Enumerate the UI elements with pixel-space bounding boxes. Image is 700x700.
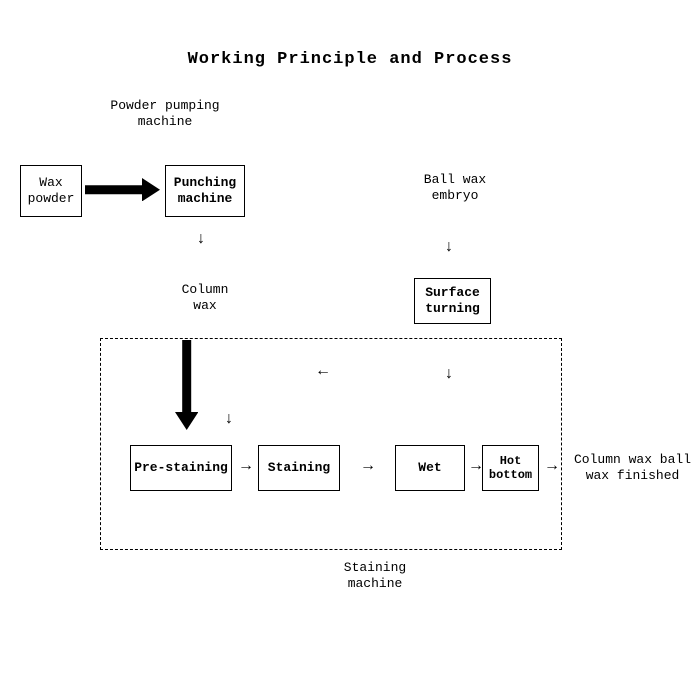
arrow-surface-down: ↓	[445, 365, 453, 383]
node-pre-staining: Pre-staining	[130, 445, 232, 491]
arrow-stain-to-wet: →	[360, 457, 376, 475]
arrow-hot-to-finished: →	[544, 457, 560, 475]
label-staining-machine: Staining machine	[320, 560, 430, 591]
label-ball-wax-embryo: Ball wax embryo	[400, 172, 510, 203]
arrow-column-wax-down	[175, 340, 198, 430]
arrow-wax-to-punching	[85, 178, 160, 201]
node-wax-powder: Wax powder	[20, 165, 82, 217]
node-punching-machine: Punching machine	[165, 165, 245, 217]
arrow-pre-to-stain: →	[238, 457, 254, 475]
node-wet: Wet	[395, 445, 465, 491]
arrow-punching-down: ↓	[197, 230, 205, 248]
label-finished: Column wax ball wax finished	[565, 452, 700, 483]
node-surface-turning: Surface turning	[414, 278, 491, 324]
diagram-title: Working Principle and Process	[0, 50, 700, 69]
label-column-wax: Column wax	[165, 282, 245, 313]
label-powder-pumping: Powder pumping machine	[100, 98, 230, 129]
arrow-small-down: ↓	[225, 410, 233, 428]
arrow-recycle-left: ←	[315, 362, 331, 380]
arrow-wet-to-hot: →	[468, 457, 484, 475]
arrow-ball-wax-down: ↓	[445, 238, 453, 256]
staining-machine-group	[100, 338, 562, 550]
node-staining: Staining	[258, 445, 340, 491]
node-hot-bottom: Hot bottom	[482, 445, 539, 491]
flowchart-canvas: { "type": "flowchart", "background_color…	[0, 0, 700, 700]
